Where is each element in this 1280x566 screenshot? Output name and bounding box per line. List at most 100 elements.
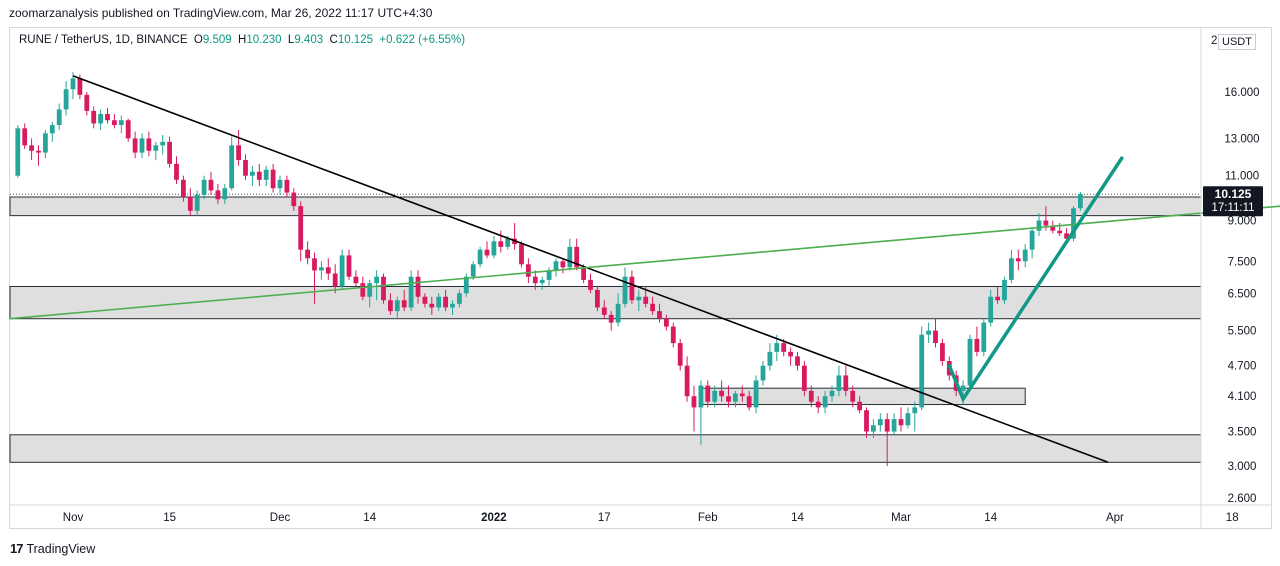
candle-body <box>753 380 759 408</box>
candle-body <box>1064 233 1069 239</box>
candle-body <box>1036 220 1042 231</box>
time-tick-label: 14 <box>363 512 376 524</box>
candle-body <box>926 330 931 335</box>
chart-frame <box>9 27 1272 529</box>
candle-body <box>995 296 1000 301</box>
price-tick-label: 2.600 <box>1228 493 1257 505</box>
candle-body <box>567 246 573 268</box>
candle-body <box>346 255 352 277</box>
uptrend-line <box>9 205 1280 320</box>
downtrend-line <box>72 75 1109 464</box>
candle-body <box>229 145 235 189</box>
time-tick-label: 18 <box>1226 512 1239 524</box>
candle-body <box>526 264 531 277</box>
candle-body <box>822 396 828 408</box>
candle-body <box>43 133 48 153</box>
candle-body <box>643 296 649 304</box>
time-tick-label: Feb <box>698 512 718 524</box>
candle-body <box>339 255 345 287</box>
price-axis-top-label: 2 <box>1211 35 1218 47</box>
candle-body <box>657 311 662 319</box>
candle-body <box>808 390 814 402</box>
candle-body <box>243 160 248 176</box>
candle-body <box>829 390 835 397</box>
candle-body <box>174 163 179 180</box>
candle-body <box>415 276 421 297</box>
symbol-name: RUNE / TetherUS, 1D, BINANCE <box>19 34 188 46</box>
bar-countdown: 17:11:11 <box>1211 202 1254 214</box>
tradingview-brand: TradingView <box>26 541 96 556</box>
candle-body <box>919 334 925 408</box>
candle-body <box>256 171 262 180</box>
candle-body <box>698 385 704 408</box>
close-label: C <box>329 34 338 46</box>
candle-body <box>960 385 966 391</box>
candle-body <box>332 273 338 287</box>
candle-body <box>877 419 883 426</box>
candle-body <box>836 375 842 391</box>
candle-body <box>1071 208 1076 239</box>
candle-body <box>898 419 904 426</box>
candle-body <box>1078 194 1083 209</box>
candles-layer <box>15 71 1083 466</box>
candle-body <box>719 390 724 397</box>
candle-body <box>595 289 600 308</box>
candle-body <box>484 249 490 256</box>
last-price-badge <box>1203 186 1263 217</box>
candle-body <box>519 244 524 265</box>
time-tick-label: Mar <box>891 512 911 524</box>
tradingview-logo-icon: 17 <box>10 541 24 556</box>
candle-body <box>760 365 766 381</box>
candle-body <box>1015 258 1021 262</box>
low-label: L <box>287 34 295 46</box>
candle-body <box>49 125 55 134</box>
change-value: +0.622 (+6.55%) <box>379 34 466 46</box>
candle-body <box>305 249 310 259</box>
candle-body <box>91 110 97 124</box>
symbol-legend: RUNE / TetherUS, 1D, BINANCE O9.509 H10.… <box>19 34 465 46</box>
price-tick-label: 13.000 <box>1224 133 1259 145</box>
candle-body <box>394 300 400 312</box>
candle-body <box>167 141 172 164</box>
candle-body <box>733 393 738 402</box>
currency-badge[interactable]: USDT <box>1218 34 1256 50</box>
candle-body <box>1002 279 1007 301</box>
axes-layer: 16.000 13.000 11.000 9.000 7.500 6.500 5.500 4.… <box>10 28 1271 529</box>
candle-body <box>181 179 186 198</box>
candle-body <box>277 179 283 189</box>
candle-body <box>588 279 593 290</box>
candle-body <box>298 206 304 250</box>
candle-body <box>636 296 642 301</box>
candle-body <box>1029 230 1035 250</box>
candle-body <box>664 318 669 327</box>
candle-body <box>77 78 83 95</box>
candle-body <box>1022 249 1028 262</box>
candle-body <box>967 338 973 386</box>
candle-body <box>940 343 945 361</box>
low-value: 9.403 <box>294 34 324 46</box>
candle-body <box>691 396 697 408</box>
candle-body <box>601 307 607 315</box>
candle-body <box>505 238 511 247</box>
candle-body <box>650 303 655 312</box>
candle-body <box>22 128 28 146</box>
candle-body <box>781 343 787 352</box>
candle-body <box>477 249 483 265</box>
candle-body <box>1009 258 1014 280</box>
candle-body <box>70 78 76 90</box>
candle-body <box>705 385 711 402</box>
candle-body <box>201 179 207 195</box>
candle-body <box>746 396 752 408</box>
candle-body <box>436 296 442 308</box>
candle-body <box>153 145 159 151</box>
candle-body <box>981 322 987 352</box>
high-value: 10.230 <box>246 34 282 46</box>
candle-body <box>677 343 683 366</box>
candle-body <box>63 89 69 110</box>
candle-body <box>215 190 221 200</box>
candle-body <box>802 365 807 391</box>
tradingview-footer[interactable]: 17 TradingView <box>10 541 95 556</box>
candle-body <box>850 390 856 402</box>
candle-body <box>187 197 193 211</box>
